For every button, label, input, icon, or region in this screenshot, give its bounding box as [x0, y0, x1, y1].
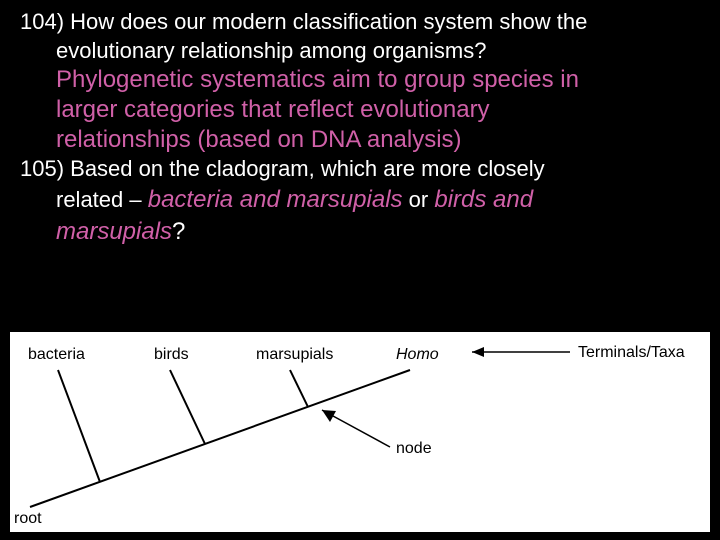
birds-branch — [170, 370, 205, 444]
q1-answer2: larger categories that reflect evolution… — [20, 95, 700, 125]
label-root: root — [14, 510, 42, 528]
label-node: node — [396, 440, 432, 458]
q2-related: related – — [56, 187, 148, 212]
marsupials-branch — [290, 370, 308, 407]
label-marsupials: marsupials — [256, 346, 333, 364]
text-content: 104) How does our modern classification … — [0, 0, 720, 253]
label-homo: Homo — [396, 346, 439, 364]
cladogram: bacteria birds marsupials Homo Terminals… — [10, 332, 710, 532]
q2-line3: marsupials? — [20, 216, 700, 248]
q2-or: or — [403, 187, 435, 212]
q2-option-b2: marsupials — [56, 218, 172, 245]
terminals-arrow-head — [472, 347, 484, 357]
q2-line2: related – bacteria and marsupials or bir… — [20, 184, 700, 216]
label-terminals: Terminals/Taxa — [578, 344, 685, 362]
q1-line1: 104) How does our modern classification … — [20, 8, 700, 37]
main-branch — [30, 370, 410, 507]
q2-qmark: ? — [172, 218, 185, 245]
label-bacteria: bacteria — [28, 346, 85, 364]
label-birds: birds — [154, 346, 189, 364]
q2-option-a: bacteria and marsupials — [148, 186, 403, 213]
q1-answer1: Phylogenetic systematics aim to group sp… — [20, 65, 700, 95]
q1-answer3: relationships (based on DNA analysis) — [20, 125, 700, 155]
cladogram-svg — [10, 332, 710, 532]
q2-line1: 105) Based on the cladogram, which are m… — [20, 155, 700, 184]
bacteria-branch — [58, 370, 100, 482]
q2-option-b: birds and — [434, 186, 533, 213]
q1-line2: evolutionary relationship among organism… — [20, 37, 700, 66]
